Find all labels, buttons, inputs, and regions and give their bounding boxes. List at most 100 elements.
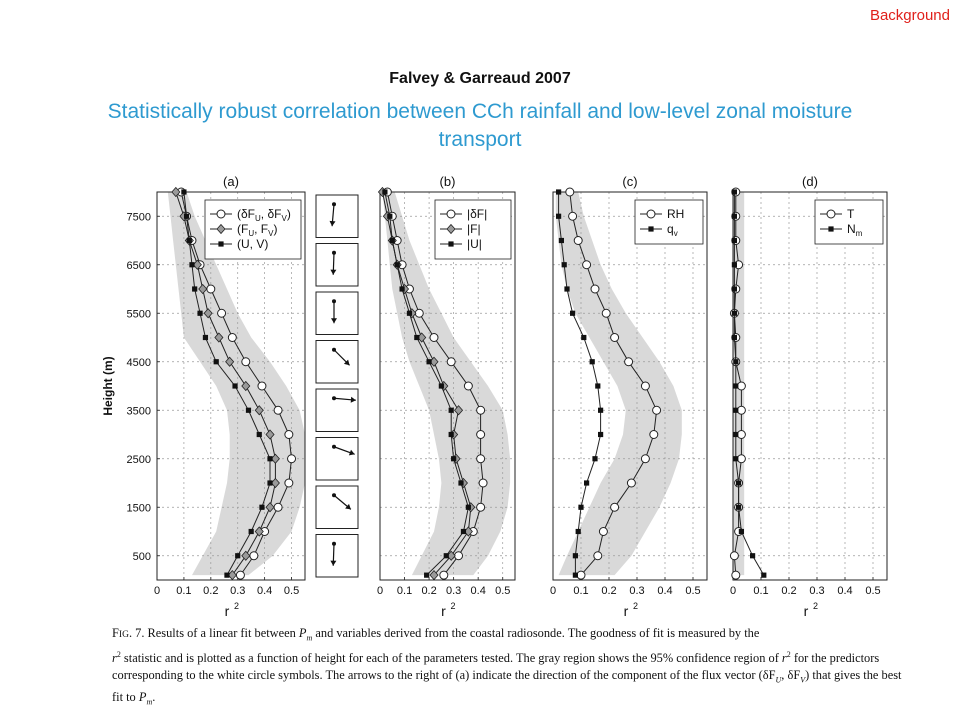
data-point-square [438, 383, 444, 389]
flux-arrow-origin [332, 250, 336, 255]
data-point-diamond [265, 502, 275, 513]
data-point-circle [227, 333, 237, 342]
data-point-circle [736, 381, 746, 391]
x-axis-label-sup: 2 [451, 601, 456, 611]
y-axis-label: Height (m) [101, 356, 115, 415]
legend-label-part: v [674, 229, 678, 238]
flux-arrow-origin [332, 444, 336, 449]
arrow-box [315, 194, 359, 238]
data-point-circle [731, 570, 741, 580]
data-point-circle [273, 405, 283, 415]
data-point-square [443, 553, 449, 559]
flux-arrow-head [343, 359, 350, 366]
data-point-square [733, 431, 739, 438]
chart-panel-1: (a)0 0.1 0.2 0.3 0.4 0.5r 25001500250035004500… [127, 174, 306, 619]
caption-r2-b: r [781, 651, 787, 666]
data-point-circle [568, 211, 578, 221]
flux-arrow-origin [332, 202, 336, 207]
data-point-circle [610, 333, 620, 342]
caption-text-3: statistic and is plotted as a function o… [120, 651, 782, 666]
legend-label: T [847, 207, 855, 221]
legend-label-part: T [847, 207, 855, 221]
caption-text-6: ) that gives the best fit to [112, 667, 902, 704]
data-point-square [731, 334, 737, 341]
x-tick-label: 0.4 [257, 585, 272, 597]
legend-label: (U, V) [237, 237, 268, 251]
figure-caption: FIG. 7. Results of a linear fit between … [112, 625, 902, 711]
legend-label-part: |δF| [467, 207, 487, 221]
x-axis-label: r [624, 603, 629, 619]
data-point-square [731, 310, 737, 316]
data-point-square [181, 189, 187, 195]
data-point-square [387, 213, 393, 219]
arrow-box [315, 437, 359, 481]
data-point-square [556, 189, 562, 195]
data-point-square [465, 504, 471, 510]
data-point-circle [736, 405, 746, 415]
data-point-square [584, 480, 590, 486]
x-axis-label: r [225, 603, 230, 619]
data-point-square [575, 528, 581, 535]
x-tick-label: 0 [154, 585, 160, 597]
data-point-circle [626, 478, 636, 488]
arrow-box [315, 340, 359, 384]
x-axis-label-sup: 2 [633, 601, 638, 611]
x-tick-label: 0.3 [629, 585, 644, 597]
data-point-square [572, 572, 578, 578]
x-tick-label: 0.2 [601, 585, 616, 597]
data-point-square [259, 504, 265, 510]
panel-label: (b) [440, 174, 456, 189]
data-point-circle [582, 260, 592, 270]
data-point-circle [429, 333, 439, 342]
arrow-box [315, 534, 359, 578]
x-tick-label: 0.5 [865, 585, 880, 597]
panel-label: (d) [802, 174, 818, 189]
x-tick-label: 0.3 [230, 585, 245, 597]
data-point-circle [590, 284, 600, 294]
data-point-circle [257, 381, 267, 391]
data-point-square [267, 480, 273, 486]
legend-label-part: RH [667, 207, 684, 221]
data-point-diamond [454, 405, 464, 416]
x-axis-label: r [441, 603, 446, 619]
legend-box [814, 199, 884, 245]
background-tag: Background [869, 7, 950, 24]
x-tick-label: 0 [550, 585, 556, 597]
flux-arrow-origin [332, 299, 336, 304]
flux-arrow-origin [332, 541, 336, 546]
legend-label-part: |F| [467, 222, 481, 236]
data-point-square [733, 383, 739, 389]
data-point-circle [476, 405, 486, 415]
legend-marker-circle [446, 209, 456, 219]
x-tick-label: 0.5 [685, 585, 700, 597]
legend-label-part: V [268, 229, 274, 238]
legend-marker-square [448, 241, 454, 247]
x-tick-label: 0.3 [446, 585, 461, 597]
data-point-square [561, 262, 567, 268]
data-point-square [267, 456, 273, 462]
x-axis-label: r [804, 603, 809, 619]
data-point-square [731, 189, 737, 195]
flux-direction-arrows [315, 194, 359, 578]
legend-label: (δFU, δFV) [237, 207, 291, 223]
data-point-circle [206, 284, 216, 294]
caption-pm-sub-b: m [146, 697, 153, 707]
data-point-circle [652, 405, 662, 415]
flux-arrow-origin [332, 396, 336, 401]
panel-label: (c) [622, 174, 637, 189]
x-axis-label-sup: 2 [234, 601, 239, 611]
data-point-square [731, 262, 737, 268]
plot-frame [732, 191, 888, 581]
data-point-square [731, 213, 737, 219]
data-point-diamond [214, 332, 224, 343]
data-point-diamond [227, 570, 237, 581]
legend-marker-diamond [216, 223, 226, 235]
data-point-square [414, 334, 420, 341]
data-point-square [406, 310, 413, 316]
caption-fig-lead-small: IG [118, 630, 129, 640]
author-line: Falvey & Garreaud 2007 [389, 70, 571, 87]
data-point-square [570, 310, 576, 316]
caption-pm-sub: m [306, 633, 313, 643]
data-point-square [731, 286, 737, 292]
data-point-circle [593, 551, 603, 561]
